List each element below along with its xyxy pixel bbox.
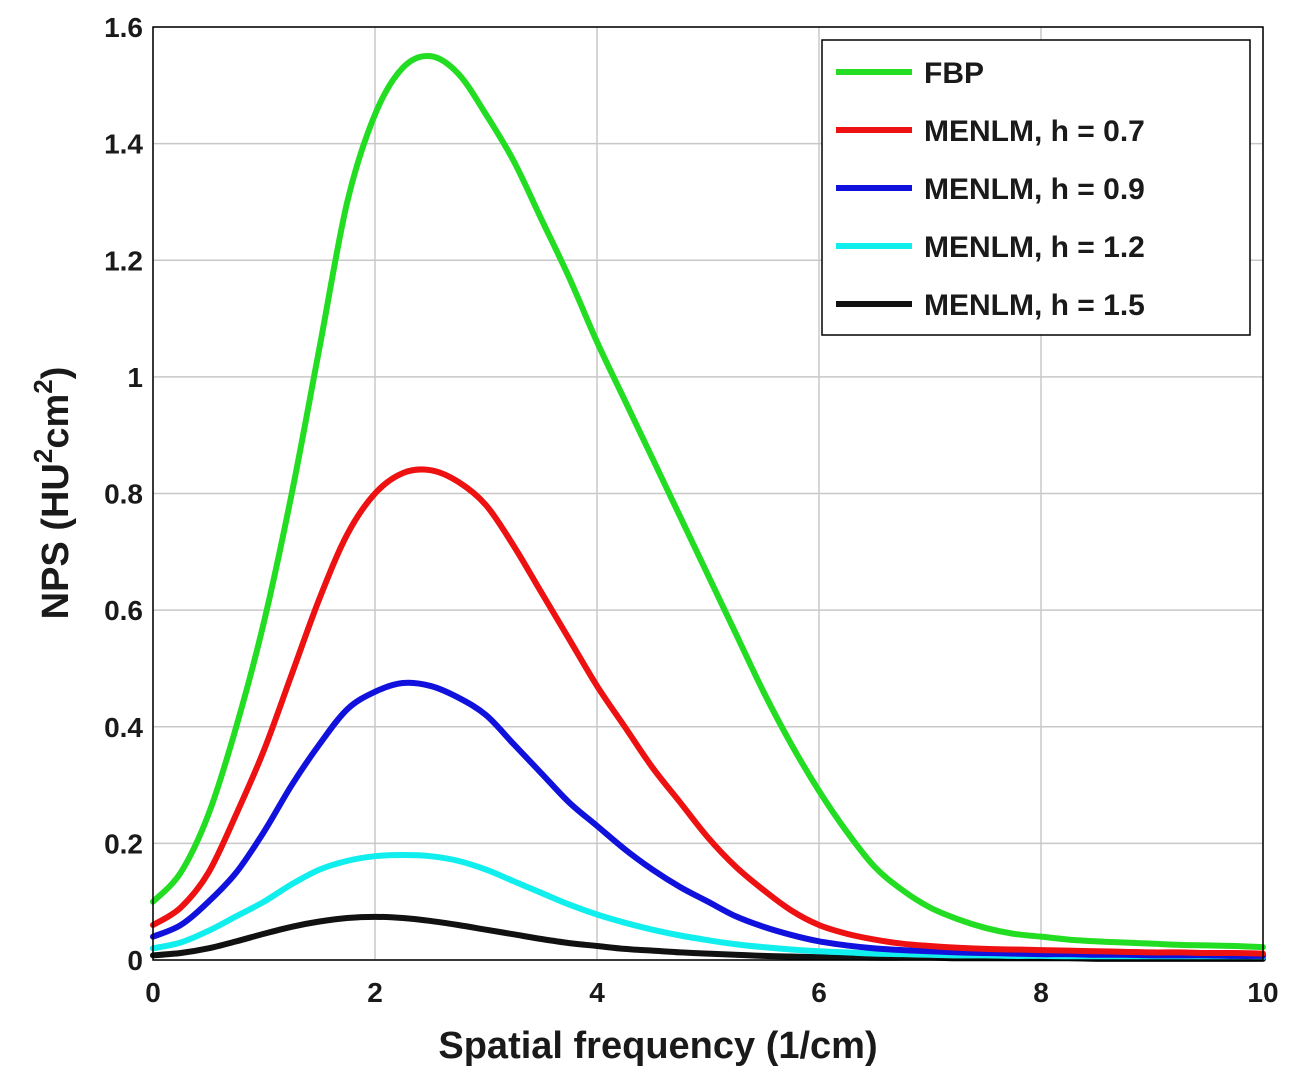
y-tick-label: 0.4: [104, 712, 143, 743]
y-axis-label: NPS (HU2cm2): [28, 367, 77, 620]
y-axis-label-sup1: 2: [28, 449, 58, 463]
y-tick-label: 0.2: [104, 828, 143, 859]
x-tick-label: 2: [367, 977, 383, 1008]
series-line-menlm-h-0-7: [150, 466, 1266, 957]
y-tick-label: 1.2: [104, 245, 143, 276]
x-tick-label: 0: [145, 977, 161, 1008]
plot-frame: [152, 26, 1264, 961]
y-tick-label: 0.8: [104, 479, 143, 510]
legend-label: MENLM, h = 0.9: [924, 173, 1145, 206]
x-tick-label: 10: [1247, 977, 1278, 1008]
y-axis-label-end: ): [35, 367, 77, 380]
x-tick-label: 4: [589, 977, 605, 1008]
series-line-menlm-h-0-9: [150, 679, 1266, 959]
x-axis-label: Spatial frequency (1/cm): [438, 1025, 877, 1067]
x-tick-label: 8: [1033, 977, 1049, 1008]
y-axis-label-sup2: 2: [28, 379, 58, 393]
y-tick-label: 1.4: [104, 129, 143, 160]
series-line-fbp: [150, 52, 1266, 951]
series-lines: [150, 52, 1266, 962]
y-axis-label-base: NPS (HU: [35, 463, 77, 619]
legend-label: FBP: [924, 57, 984, 90]
y-axis-label-mid: cm: [35, 394, 77, 449]
y-tick-label: 0: [127, 945, 143, 976]
y-tick-label: 0.6: [104, 595, 143, 626]
legend-label: MENLM, h = 1.2: [924, 231, 1145, 264]
legend-label: MENLM, h = 1.5: [924, 289, 1145, 322]
y-tick-label: 1.6: [104, 12, 143, 43]
legend-label: MENLM, h = 0.7: [924, 115, 1145, 148]
tick-labels: 0 2 4 6 8 10 0 0.2 0.4 0.6 0.8 1 1.2 1.4 1.6: [104, 12, 1279, 1008]
x-tick-label: 6: [811, 977, 827, 1008]
y-tick-label: 1: [127, 362, 143, 393]
legend: FBP MENLM, h = 0.7 MENLM, h = 0.9 MENLM, h …: [821, 39, 1251, 336]
